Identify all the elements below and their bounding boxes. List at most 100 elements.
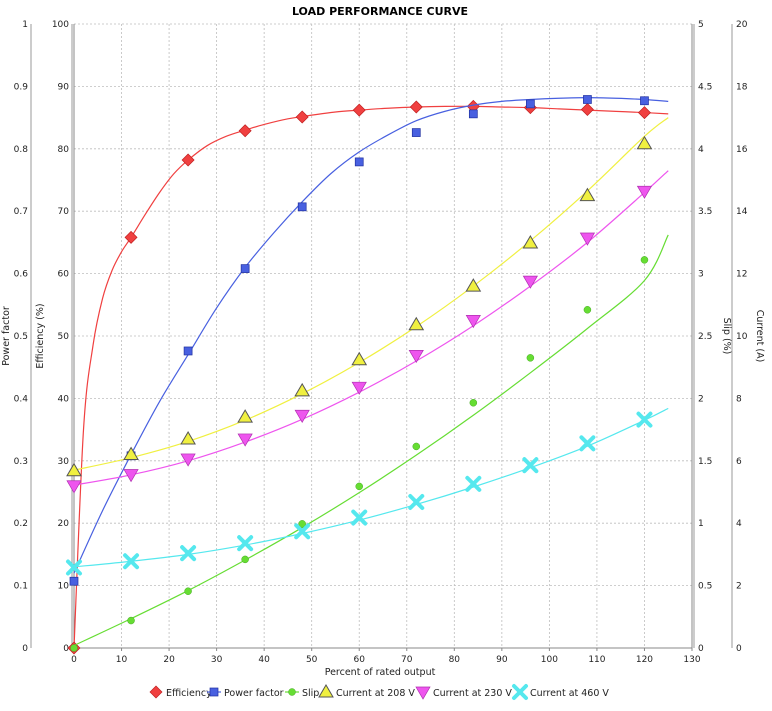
slip-tick-label: 5	[698, 20, 704, 30]
series-current-at-208-v	[66, 117, 669, 477]
x-tick-label: 130	[683, 655, 700, 665]
eff-tick-label: 70	[58, 207, 70, 217]
slip-tick-label: 0.5	[698, 582, 712, 592]
eff-tick-label: 40	[58, 394, 70, 404]
axis-layer: 0 10 20 30 40 50 60 70 80 90 100 110 120 13000.10.20.…	[1, 20, 765, 665]
power-factor-point	[640, 96, 649, 106]
current-at-208-v-point	[66, 462, 82, 477]
x-tick-label: 60	[354, 655, 366, 665]
current-at-208-v-point	[294, 382, 311, 397]
x-marker-stroke	[579, 435, 596, 452]
efficiency-point	[637, 106, 651, 120]
current-at-230-v-point	[408, 349, 424, 364]
power-factor-line	[73, 97, 669, 574]
legend-item-efficiency: Efficiency	[149, 685, 212, 699]
efficiency-point	[580, 102, 594, 116]
eff-tick-label: 10	[58, 582, 70, 592]
x-marker-stroke	[512, 684, 528, 700]
x-tick-label: 0	[71, 655, 77, 665]
chart-title: LOAD PERFORMANCE CURVE	[292, 5, 468, 18]
x-marker-stroke	[351, 509, 368, 526]
x-marker-stroke	[180, 545, 197, 562]
legend-marker	[512, 684, 528, 700]
slip-tick-label: 3.5	[698, 207, 712, 217]
current-at-230-v-point	[636, 185, 653, 199]
current-at-460-v-line	[73, 407, 669, 568]
pf-tick-label: 0.3	[14, 457, 28, 467]
current-at-208-v-point	[351, 351, 368, 366]
x-marker-stroke	[237, 535, 254, 552]
current-at-230-v-point	[294, 409, 310, 423]
pf-tick-label: 0	[22, 644, 28, 654]
legend-item-slip: Slip	[285, 688, 319, 699]
slip-tick-label: 0	[698, 644, 704, 654]
efficiency-point	[238, 124, 252, 138]
current-at-208-v-point	[636, 135, 653, 150]
slip-point	[127, 616, 135, 625]
x-marker-stroke	[408, 493, 425, 510]
current-at-208-v-point	[465, 278, 482, 292]
x-tick-label: 70	[401, 655, 413, 665]
legend-label: Power factor	[224, 688, 284, 699]
x-tick-label: 20	[163, 655, 175, 665]
legend: Efficiency Power factor Slip Current at 208…	[149, 684, 609, 700]
legend-marker	[149, 685, 163, 699]
legend-label: Current at 460 V	[530, 688, 609, 699]
x-tick-label: 50	[306, 655, 318, 665]
current-at-230-v-point	[237, 433, 253, 447]
x-marker-stroke	[636, 411, 653, 428]
current-at-460-v-point	[351, 509, 368, 526]
slip-point	[412, 442, 421, 451]
pf-axis-title: Power factor	[1, 306, 12, 366]
cur-tick-label: 6	[736, 457, 742, 467]
slip-point	[70, 644, 78, 652]
efficiency-point	[124, 230, 138, 244]
current-at-208-v-point	[522, 235, 539, 249]
pf-tick-label: 0.1	[14, 582, 28, 592]
current-at-208-v-point	[579, 187, 596, 202]
current-at-460-v-point	[180, 545, 197, 562]
eff-tick-label: 30	[58, 457, 70, 467]
slip-tick-label: 2	[698, 394, 704, 404]
x-tick-label: 80	[449, 655, 461, 665]
slip-tick-label: 2.5	[698, 332, 712, 342]
eff-tick-label: 90	[58, 82, 70, 92]
x-marker-stroke	[465, 475, 482, 492]
eff-tick-label: 100	[52, 20, 69, 30]
current-at-460-v-point	[66, 559, 82, 576]
pf-tick-label: 0.8	[14, 145, 29, 155]
current-at-460-v-point	[636, 411, 653, 428]
current-at-460-v-point	[522, 457, 539, 474]
x-tick-label: 120	[636, 655, 653, 665]
current-at-460-v-point	[465, 475, 482, 492]
legend-label: Current at 208 V	[336, 688, 415, 699]
legend-item-current-at-208-v: Current at 208 V	[318, 684, 415, 699]
x-marker-stroke	[522, 457, 539, 474]
pf-tick-label: 0.5	[14, 332, 28, 342]
x-tick-label: 90	[496, 655, 508, 665]
current-at-460-v-point	[123, 553, 140, 570]
power-factor-point	[468, 109, 478, 119]
cur-tick-label: 4	[736, 519, 742, 529]
pf-tick-label: 1	[22, 20, 28, 30]
cur-tick-label: 14	[736, 207, 748, 217]
cur-tick-label: 8	[736, 394, 742, 404]
power-factor-point	[183, 346, 193, 356]
power-factor-point	[526, 99, 535, 109]
current-at-208-v-point	[123, 446, 139, 461]
current-at-230-v-point	[123, 469, 139, 483]
legend-label: Efficiency	[166, 688, 212, 699]
slip-tick-label: 3	[698, 270, 704, 280]
series-slip	[70, 234, 669, 652]
x-tick-label: 30	[211, 655, 223, 665]
slip-point	[355, 482, 363, 491]
x-marker-stroke	[123, 553, 140, 570]
slip-point	[469, 399, 478, 407]
cur-tick-label: 18	[736, 82, 748, 92]
eff-tick-label: 80	[58, 145, 70, 155]
eff-tick-label: 20	[58, 519, 70, 529]
efficiency-point	[295, 110, 309, 124]
slip-point	[526, 354, 535, 362]
